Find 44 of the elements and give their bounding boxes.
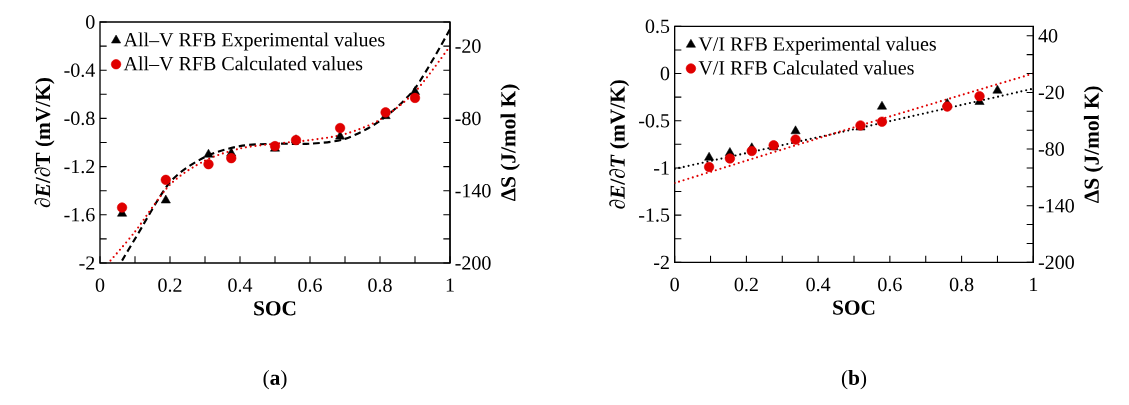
y-tick-label: -1.2 <box>64 159 95 174</box>
x-tick-label: 1 <box>446 278 454 292</box>
y2-tick-label: -20 <box>455 39 481 53</box>
x-tick-label: 0.8 <box>949 277 974 292</box>
y2-tick-label: -140 <box>455 183 491 198</box>
x-tick-label: 0 <box>95 278 105 292</box>
y-tick-label: -1 <box>654 161 669 175</box>
y-tick-label: -0.5 <box>639 113 670 128</box>
y2-axis-title: ΔS (J/mol K) <box>500 84 520 202</box>
y-axis-title: ∂E/∂T (mV/K) <box>609 80 630 209</box>
legend-label: All–V RFB Experimental values <box>123 32 385 51</box>
y-tick-label: -2 <box>654 255 669 269</box>
y-tick-label: -0.8 <box>64 111 95 126</box>
y2-tick-label: 40 <box>1038 29 1058 43</box>
x-tick-label: 0.2 <box>158 278 182 292</box>
y-tick-label: -1.5 <box>639 208 670 222</box>
y2-tick-label: -20 <box>1038 85 1064 100</box>
y-tick-label: -1.6 <box>64 208 95 222</box>
y-tick-label: 0.5 <box>645 19 670 34</box>
y2-tick-label: -80 <box>455 111 481 126</box>
x-tick-label: 1 <box>1030 277 1038 291</box>
legend-label: V/I RFB Calculated values <box>698 60 914 75</box>
y2-axis-title: ΔS (J/mol K) <box>1083 86 1104 203</box>
text: (b) <box>841 369 867 390</box>
legend-label: All–V RFB Calculated values <box>123 56 363 71</box>
legend-label: V/I RFB Experimental values <box>698 36 936 55</box>
x-tick-label: 0.8 <box>368 278 392 292</box>
y2-tick-label: -140 <box>1038 198 1074 213</box>
y-tick-label: -2 <box>79 256 95 270</box>
y2-tick-label: -80 <box>1038 142 1064 156</box>
y2-tick-label: -200 <box>455 256 491 270</box>
y2-tick-label: -200 <box>1038 255 1074 270</box>
x-tick-label: 0.4 <box>806 277 831 292</box>
y-axis-title: ∂E/∂T (mV/K) <box>34 78 55 208</box>
y-tick-label: 0 <box>660 66 670 81</box>
x-tick-label: 0.4 <box>228 278 253 292</box>
text: (a) <box>263 369 287 390</box>
y-tick-label: -0.4 <box>64 63 95 77</box>
y-tick-label: 0 <box>86 15 95 29</box>
x-tick-label: 0.6 <box>878 277 902 292</box>
x-tick-label: 0.6 <box>298 278 322 292</box>
x-axis-title: SOC <box>833 300 875 315</box>
x-axis-title: SOC <box>254 301 296 316</box>
x-tick-label: 0.2 <box>734 277 758 292</box>
